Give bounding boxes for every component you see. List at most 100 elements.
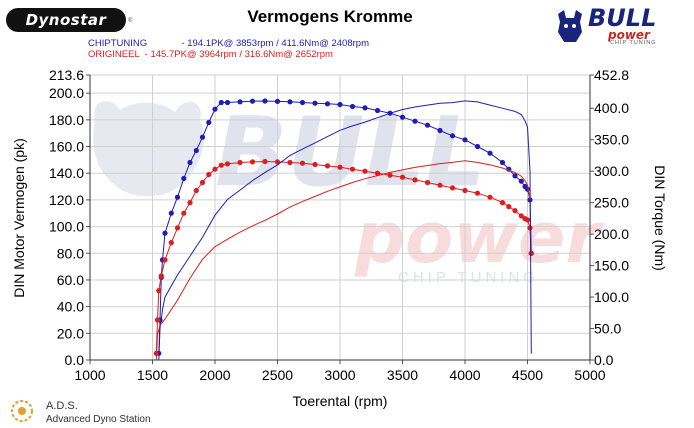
y-right-tick-label: 400.0: [594, 100, 629, 116]
origineel-power-point: [274, 159, 281, 165]
origineel-power-point: [518, 213, 524, 219]
watermark-word-2: power: [354, 197, 604, 279]
origineel-power-point: [399, 174, 406, 180]
y-left-tick-label: 40.0: [57, 299, 84, 315]
chiptuning-power-point: [399, 114, 406, 120]
x-tick-label: 5000: [574, 367, 605, 383]
chiptuning-power-line: [158, 100, 532, 354]
chiptuning-torque-line: [158, 100, 532, 361]
legend-origineel: ORIGINEEL - 145.7PK@ 3964rpm / 316.6Nm@ …: [88, 49, 333, 60]
bull-power-logo: BULL power CHIP TUNING: [552, 4, 664, 48]
origineel-power-point: [499, 200, 506, 206]
chiptuning-power-point: [528, 250, 534, 256]
x-tick-label: 1000: [74, 367, 105, 383]
origineel-power-point: [218, 162, 224, 168]
dynostar-logo: Dynostar: [6, 8, 126, 32]
chiptuning-power-point: [156, 350, 162, 356]
plot-frame: [89, 74, 591, 361]
watermark-word-1: BULL: [215, 98, 486, 208]
chiptuning-power-point: [206, 119, 212, 126]
chart-grid: [89, 74, 591, 361]
origineel-power-point: [506, 204, 512, 210]
origineel-power-point: [449, 185, 456, 191]
chiptuning-power-point: [424, 122, 431, 128]
chiptuning-power-point: [518, 178, 524, 184]
origineel-power-point: [249, 159, 256, 165]
origineel-power-point: [324, 163, 331, 169]
y-right-tick-label: 250.0: [594, 195, 629, 211]
chiptuning-power-point: [312, 100, 318, 106]
y-left-tick-label: 213.6: [49, 67, 84, 83]
origineel-power-point: [299, 160, 306, 166]
origineel-power-point: [362, 168, 368, 174]
origineel-power-point: [512, 208, 518, 214]
origineel-power-point: [199, 179, 206, 186]
chiptuning-power-point: [527, 197, 533, 203]
origineel-power-point: [193, 187, 199, 194]
bull-logo-sub: power: [608, 28, 650, 42]
chiptuning-power-point: [199, 134, 206, 140]
origineel-power-point: [206, 171, 212, 178]
origineel-power-point: [187, 200, 193, 206]
origineel-power-point: [262, 158, 268, 165]
origineel-power-point: [287, 159, 293, 166]
origineel-power-point: [487, 194, 493, 200]
chart-title: Vermogens Kromme: [247, 7, 413, 26]
chiptuning-power-point: [324, 101, 331, 107]
y-axis-label-left: DIN Motor Vermogen (pk): [11, 138, 27, 298]
origineel-power-point: [387, 172, 393, 178]
y-axis-label-right: DIN Torque (Nm): [652, 165, 668, 271]
y-left-tick-label: 60.0: [57, 272, 84, 288]
origineel-power-point: [237, 159, 243, 166]
x-tick-label: 2000: [199, 367, 230, 383]
chiptuning-power-point: [162, 230, 168, 236]
chart-axes: 1000 1500 2000 2500 3000 3500 4000 4500 50000.02…: [49, 67, 629, 383]
y-right-tick-label: 300.0: [594, 163, 629, 179]
origineel-power-point: [337, 164, 343, 170]
chiptuning-power-point: [174, 194, 181, 200]
chiptuning-power-point: [274, 98, 281, 104]
origineel-power-point: [528, 250, 534, 256]
y-left-tick-label: 140.0: [49, 165, 84, 181]
origineel-power-point: [374, 170, 381, 176]
watermark-bull-icon: [93, 101, 204, 197]
x-tick-label: 1500: [137, 367, 168, 383]
y-left-tick-label: 80.0: [57, 245, 84, 261]
chiptuning-power-point: [181, 175, 187, 182]
y-left-tick-label: 100.0: [49, 219, 84, 235]
ads-brand: A.D.S.: [46, 400, 78, 412]
origineel-power-point: [524, 217, 531, 223]
chiptuning-power-point: [387, 110, 393, 116]
origineel-power-point: [522, 216, 528, 222]
origineel-power-point: [212, 166, 218, 172]
y-right-tick-label: 0.0: [594, 352, 614, 368]
origineel-torque-line: [155, 160, 531, 361]
bull-head-icon: [558, 10, 582, 42]
chiptuning-power-point: [337, 101, 343, 108]
chiptuning-power-point: [499, 159, 506, 166]
chiptuning-power-point: [522, 183, 528, 190]
chiptuning-power-point: [158, 274, 164, 280]
chiptuning-power-point: [168, 210, 174, 216]
bull-logo-tagline: CHIP TUNING: [610, 40, 657, 46]
chiptuning-power-point: [287, 99, 293, 105]
chiptuning-power-point: [249, 98, 256, 104]
chiptuning-power-point: [157, 317, 163, 323]
x-tick-label: 2500: [262, 367, 293, 383]
bull-logo-word: BULL: [588, 4, 657, 32]
x-tick-label: 3500: [387, 367, 418, 383]
y-right-tick-label: 200.0: [594, 226, 629, 242]
y-left-tick-label: 180.0: [49, 112, 84, 128]
chiptuning-power-point: [362, 105, 368, 111]
chiptuning-power-point: [474, 143, 481, 150]
origineel-power-point: [153, 350, 159, 356]
y-right-tick-label: 350.0: [594, 132, 629, 148]
chiptuning-power-point: [487, 150, 493, 156]
watermark: BULL power CHIP TUNING: [93, 98, 604, 286]
chiptuning-power-point: [224, 99, 231, 106]
chiptuning-power-point: [374, 107, 381, 114]
origineel-power-point: [162, 257, 168, 263]
chiptuning-power-point: [237, 99, 243, 105]
origineel-power-point: [181, 210, 187, 216]
